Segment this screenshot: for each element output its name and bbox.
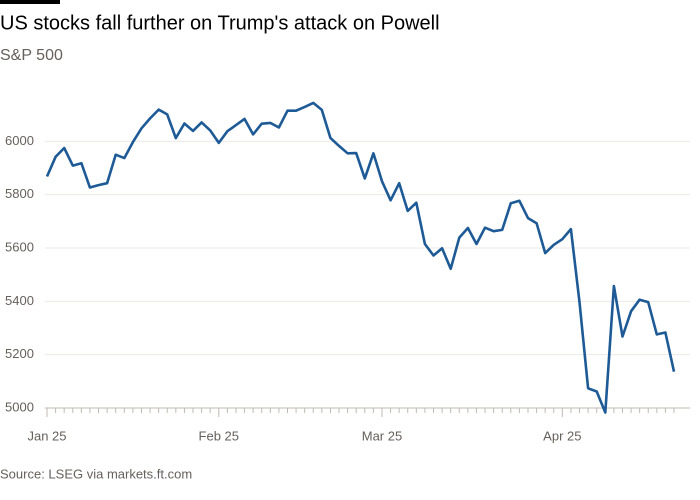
y-tick-label: 5600 <box>5 239 34 254</box>
x-tick-label: Feb 25 <box>199 428 239 443</box>
x-tick-label: Jan 25 <box>27 428 66 443</box>
source: Source: LSEG via markets.ft.com <box>0 466 192 481</box>
x-tick-label: Apr 25 <box>543 428 581 443</box>
x-tick-label: Mar 25 <box>362 428 402 443</box>
brand-bar <box>0 0 60 4</box>
y-tick-label: 5800 <box>5 186 34 201</box>
y-tick-label: 5200 <box>5 346 34 361</box>
chart-title: US stocks fall further on Trump's attack… <box>0 12 440 34</box>
y-tick-label: 5000 <box>5 399 34 414</box>
price-line <box>45 101 676 414</box>
y-tick-label: 6000 <box>5 133 34 148</box>
chart-subtitle: S&P 500 <box>0 47 63 64</box>
y-tick-label: 5400 <box>5 293 34 308</box>
